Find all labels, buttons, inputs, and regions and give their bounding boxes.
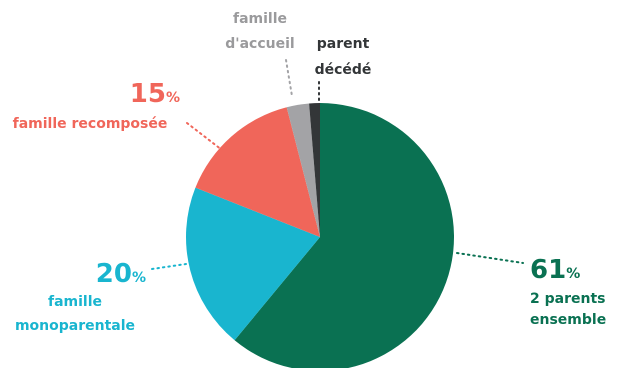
percent-value: 20 — [96, 259, 132, 289]
pie-slices — [186, 103, 454, 368]
slice-two-parents-percent: 61% — [530, 255, 580, 285]
slice-single-parent-label-line-2: monoparentale — [15, 318, 135, 334]
pie-slice-two-parents — [234, 103, 454, 368]
leader-line-foster — [285, 59, 293, 97]
slice-deceased-parent-label-line-1: parent — [317, 36, 370, 52]
pie-slice-foster — [286, 103, 320, 237]
percent-sign: % — [132, 270, 146, 286]
slice-single-parent-label-line-1: famille — [48, 294, 102, 310]
leader-line-blended — [186, 122, 223, 151]
percent-value: 15 — [130, 79, 166, 109]
slice-blended-percent: 15% — [130, 79, 180, 109]
pie-slice-single-parent — [186, 187, 320, 341]
leader-lines — [151, 59, 524, 270]
slice-foster-label-line-2: d'accueil — [225, 36, 294, 52]
percent-sign: % — [166, 90, 180, 106]
leader-line-single-parent — [151, 263, 187, 270]
slice-two-parents-label-line-2: ensemble — [530, 312, 606, 328]
slice-deceased-parent-label-line-2: décédé — [315, 62, 372, 78]
leader-line-two-parents — [456, 252, 524, 264]
slice-foster-label-line-1: famille — [233, 11, 287, 27]
percent-value: 61 — [530, 255, 566, 285]
slice-single-parent-percent: 20% — [96, 259, 146, 289]
percent-sign: % — [566, 266, 580, 282]
pie-slice-blended — [195, 107, 320, 238]
slice-blended-label: famille recomposée — [13, 116, 168, 132]
slice-two-parents-label-line-1: 2 parents — [530, 291, 605, 307]
pie-slice-deceased-parent — [309, 103, 320, 237]
